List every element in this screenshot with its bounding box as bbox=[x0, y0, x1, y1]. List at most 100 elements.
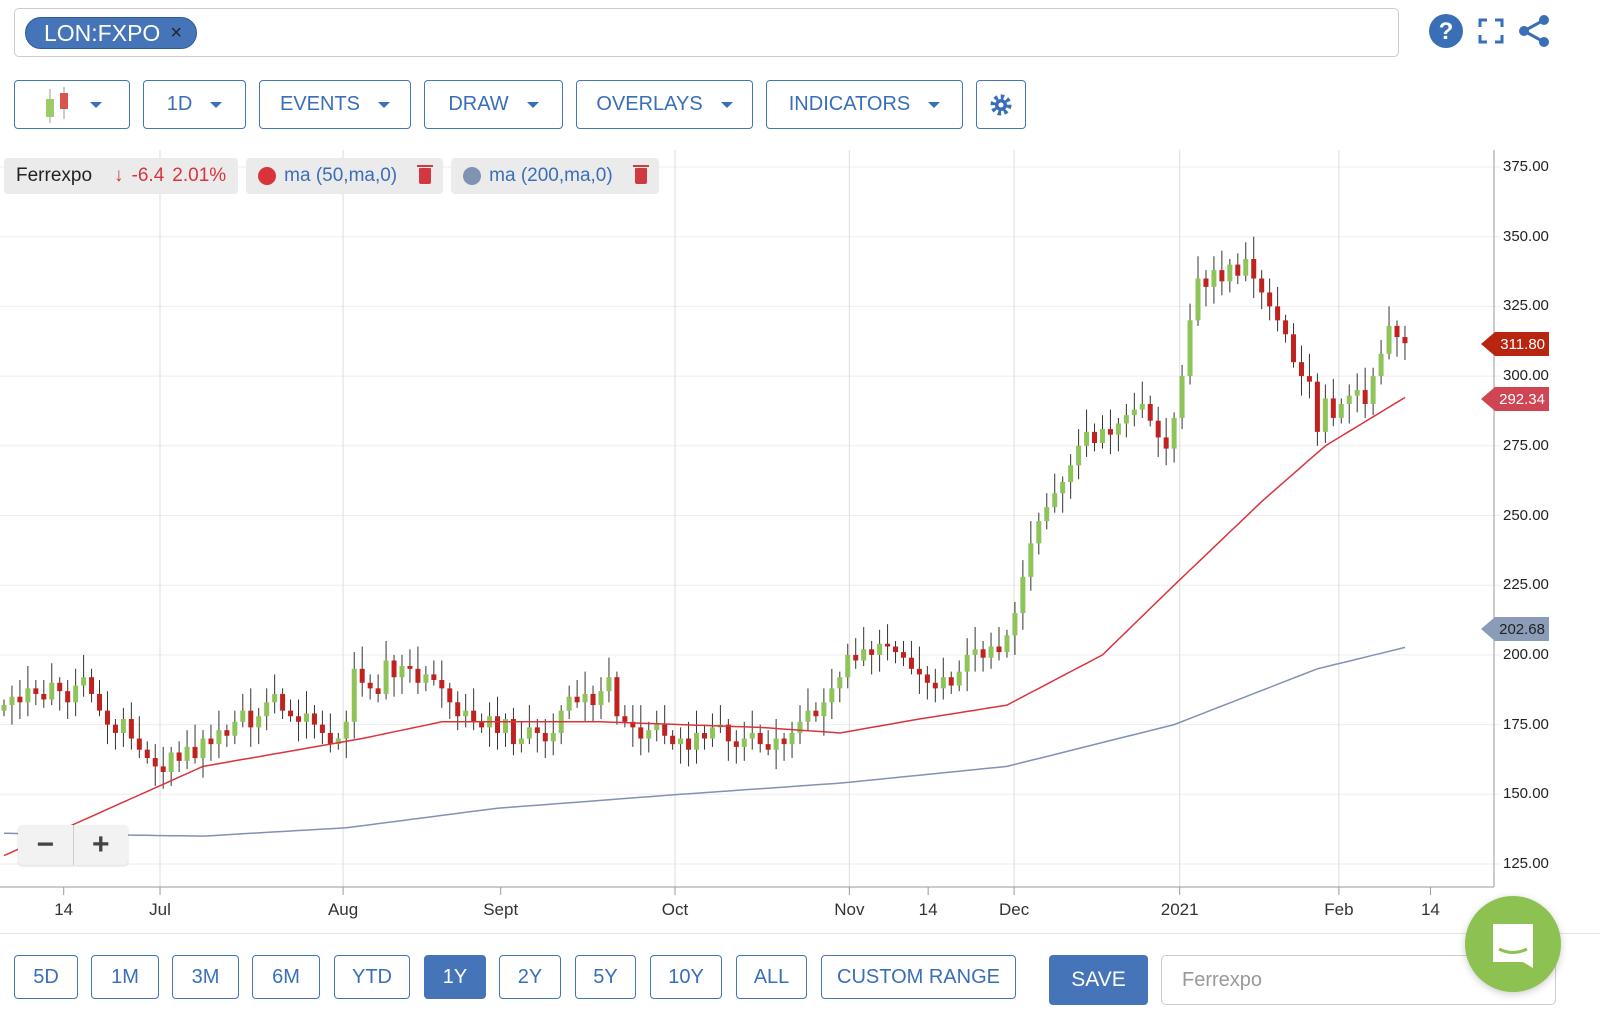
candle bbox=[1171, 412, 1177, 463]
candle bbox=[487, 702, 493, 747]
candle bbox=[686, 721, 692, 767]
candle bbox=[288, 699, 294, 722]
candle bbox=[646, 721, 652, 753]
candle bbox=[1362, 367, 1368, 418]
range-button-1m[interactable]: 1M bbox=[91, 955, 159, 999]
range-button-custom-range[interactable]: CUSTOM RANGE bbox=[821, 955, 1016, 999]
candle bbox=[1195, 256, 1201, 326]
candle bbox=[956, 660, 962, 692]
interval-dropdown[interactable]: 1D bbox=[143, 80, 246, 129]
chevron-down-icon bbox=[90, 101, 102, 108]
legend-ma50[interactable]: ma (50,ma,0) bbox=[246, 158, 444, 194]
remove-ticker-icon[interactable]: × bbox=[170, 21, 182, 44]
trash-icon[interactable] bbox=[417, 165, 434, 184]
ma200-label: ma (200,ma,0) bbox=[489, 165, 613, 186]
range-button-5y[interactable]: 5Y bbox=[575, 955, 636, 999]
range-button-5d[interactable]: 5D bbox=[14, 955, 78, 999]
candle bbox=[701, 724, 707, 750]
legend-ma200[interactable]: ma (200,ma,0) bbox=[451, 158, 659, 194]
candle bbox=[1386, 306, 1392, 360]
trash-icon[interactable] bbox=[632, 165, 649, 184]
candle bbox=[1402, 325, 1408, 360]
candle bbox=[391, 654, 397, 697]
y-tick-label: 125.00 bbox=[1503, 855, 1549, 872]
last-price-tag: 311.80 bbox=[1481, 332, 1549, 356]
chevron-down-icon bbox=[720, 101, 733, 108]
candle bbox=[1354, 373, 1360, 413]
candle bbox=[423, 666, 429, 692]
range-button-6m[interactable]: 6M bbox=[252, 955, 320, 999]
range-button-10y[interactable]: 10Y bbox=[650, 955, 722, 999]
candle bbox=[542, 719, 548, 759]
candle bbox=[343, 710, 349, 759]
candle bbox=[495, 696, 501, 750]
candle bbox=[948, 671, 954, 694]
candle bbox=[176, 741, 182, 772]
ticker-chip[interactable]: LON:FXPO × bbox=[25, 17, 197, 49]
candle bbox=[861, 627, 867, 667]
candle bbox=[439, 660, 445, 708]
help-icon[interactable]: ? bbox=[1427, 12, 1465, 50]
candle bbox=[1012, 601, 1018, 655]
fullscreen-icon[interactable] bbox=[1472, 12, 1510, 50]
x-tick-label: Feb bbox=[1324, 900, 1354, 919]
share-icon[interactable] bbox=[1516, 12, 1554, 50]
chart-type-dropdown[interactable] bbox=[14, 80, 130, 129]
candle bbox=[1155, 406, 1161, 457]
candle bbox=[757, 724, 763, 753]
candle bbox=[709, 713, 715, 747]
draw-dropdown[interactable]: DRAW bbox=[424, 80, 563, 129]
candle bbox=[630, 705, 636, 747]
zoom-in-button[interactable]: + bbox=[91, 828, 110, 861]
range-button-1y[interactable]: 1Y bbox=[424, 955, 486, 999]
range-button-3m[interactable]: 3M bbox=[172, 955, 239, 999]
candle bbox=[821, 688, 827, 736]
candle bbox=[1322, 384, 1328, 444]
candle bbox=[1227, 259, 1233, 293]
indicators-dropdown[interactable]: INDICATORS bbox=[766, 80, 963, 129]
candle bbox=[1076, 429, 1082, 480]
symbol-search-box[interactable]: LON:FXPO × bbox=[14, 8, 1399, 57]
candle bbox=[1179, 364, 1185, 430]
y-tick-label: 300.00 bbox=[1503, 367, 1549, 385]
y-tick-label: 325.00 bbox=[1503, 297, 1549, 315]
candle bbox=[256, 707, 262, 745]
chat-widget-button[interactable] bbox=[1465, 896, 1561, 992]
zoom-control: − + bbox=[18, 825, 128, 865]
candle bbox=[614, 671, 620, 725]
chevron-down-icon bbox=[928, 101, 941, 108]
x-tick-label: Nov bbox=[834, 900, 865, 919]
candle bbox=[232, 710, 238, 745]
candle bbox=[73, 668, 79, 717]
overlays-dropdown[interactable]: OVERLAYS bbox=[576, 80, 753, 129]
ma200-color-dot bbox=[463, 167, 482, 185]
candle bbox=[152, 744, 158, 786]
price-chart[interactable] bbox=[0, 150, 1600, 900]
candle bbox=[57, 677, 63, 711]
candle bbox=[33, 679, 39, 706]
x-tick-label: Dec bbox=[998, 900, 1030, 919]
draw-label: DRAW bbox=[448, 93, 509, 115]
candle bbox=[97, 679, 103, 717]
candle bbox=[1020, 560, 1026, 630]
legend-symbol: Ferrexpo ↓ -6.4 2.01% bbox=[4, 158, 239, 194]
candle bbox=[25, 666, 31, 717]
settings-button[interactable] bbox=[976, 80, 1026, 129]
candle bbox=[367, 674, 373, 700]
candle bbox=[120, 707, 126, 747]
candle bbox=[932, 668, 938, 703]
range-button-all[interactable]: ALL bbox=[736, 955, 807, 999]
range-button-ytd[interactable]: YTD bbox=[334, 955, 410, 999]
candle bbox=[184, 730, 190, 770]
events-dropdown[interactable]: EVENTS bbox=[259, 80, 411, 129]
candlestick-icon bbox=[46, 86, 68, 123]
price-change-pct: 2.01% bbox=[172, 165, 227, 186]
save-button[interactable]: SAVE bbox=[1049, 955, 1148, 1005]
zoom-out-button[interactable]: − bbox=[18, 825, 74, 865]
candle bbox=[359, 646, 365, 697]
candle bbox=[829, 668, 835, 720]
candle bbox=[654, 710, 660, 742]
range-button-2y[interactable]: 2Y bbox=[499, 955, 561, 999]
candle bbox=[319, 710, 325, 745]
candle bbox=[1267, 278, 1273, 321]
